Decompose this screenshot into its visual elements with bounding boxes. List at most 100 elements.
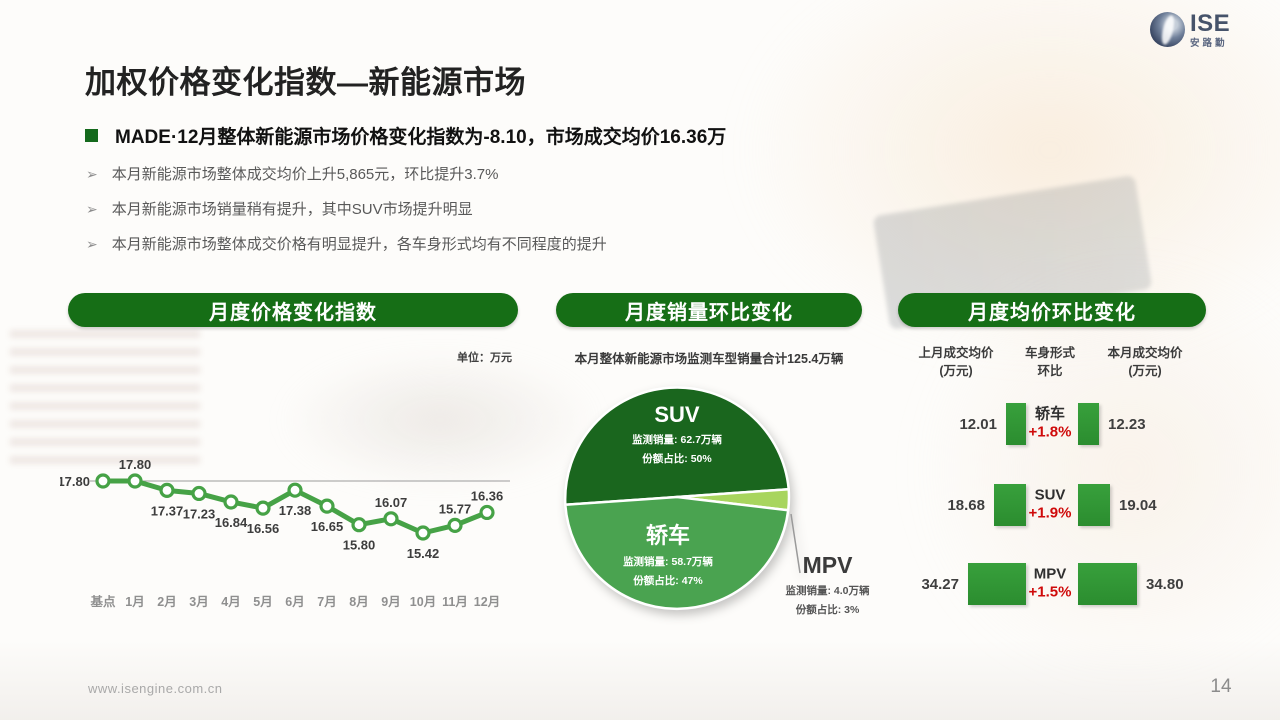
pie-label-mpv: MPV 监测销量: 4.0万辆 份额占比: 3%: [760, 552, 895, 617]
col-header-line: 上月成交均价: [918, 346, 994, 360]
svg-text:16.65: 16.65: [311, 519, 344, 534]
cur-price-bar: [1078, 563, 1137, 605]
pie-slice-sales: 监测销量: 62.7万辆: [632, 434, 722, 446]
price-index-line-chart: 17.80 17.80 17.37 17.23 16.84 16.56 17.38 16.65…: [57, 430, 530, 620]
cur-price-value: 12.23: [1108, 415, 1146, 433]
section-title-price-index: 月度价格变化指数: [68, 293, 518, 327]
unit-label: 单位：万元: [457, 352, 512, 364]
svg-text:7月: 7月: [317, 595, 336, 609]
col-header-prev-price: 上月成交均价 (万元): [898, 345, 1014, 380]
prev-price-bar: [968, 563, 1026, 605]
cur-price-value: 34.80: [1146, 575, 1184, 593]
col-header-line: 环比: [1037, 363, 1063, 378]
pie-label-suv: SUV 监测销量: 62.7万辆 份额占比: 50%: [607, 402, 747, 466]
page-number: 14: [1210, 676, 1232, 697]
bullet-text: 本月新能源市场销量稍有提升，其中SUV市场提升明显: [111, 201, 473, 218]
section-title-sales-change: 月度销量环比变化: [556, 293, 862, 327]
bullet-text: 本月新能源市场整体成交均价上升5,865元，环比提升3.7%: [111, 166, 499, 183]
svg-text:2月: 2月: [157, 595, 176, 609]
background-bottom-band: [0, 640, 1280, 720]
mom-change-label: +1.8%: [1028, 423, 1072, 441]
logo-text: ISE: [1190, 10, 1231, 37]
pie-slice-name: SUV: [654, 402, 700, 427]
svg-text:16.36: 16.36: [471, 488, 504, 503]
body-type-label: 轿车: [1034, 405, 1065, 423]
svg-text:8月: 8月: [349, 595, 368, 609]
bullet-item: ➢ 本月新能源市场整体成交均价上升5,865元，环比提升3.7%: [86, 164, 986, 185]
prev-price-value: 34.27: [921, 575, 959, 593]
avg-price-row-suv: 18.68 SUV +1.9% 19.04: [898, 484, 1208, 526]
svg-text:11月: 11月: [442, 595, 468, 609]
logo-cn-text: 安路勤: [1190, 38, 1228, 49]
svg-text:6月: 6月: [285, 595, 304, 609]
prev-price-value: 18.68: [947, 496, 985, 514]
arrow-bullet-icon: ➢: [86, 166, 98, 182]
body-type-label: MPV: [1033, 565, 1067, 583]
bullet-text: 本月新能源市场整体成交价格有明显提升，各车身形式均有不同程度的提升: [111, 236, 607, 253]
col-header-line: (万元): [1128, 363, 1162, 378]
svg-text:基点: 基点: [89, 594, 116, 609]
cur-price-bar: [1078, 403, 1099, 445]
prev-price-bar: [994, 484, 1026, 526]
pie-slice-name: MPV: [802, 552, 853, 578]
pie-chart-svg: [563, 386, 801, 611]
svg-text:5月: 5月: [253, 595, 272, 609]
svg-text:16.07: 16.07: [375, 495, 408, 510]
arrow-bullet-icon: ➢: [86, 201, 98, 217]
mom-change-label: +1.9%: [1028, 504, 1072, 522]
sales-share-pie-chart: SUV 监测销量: 62.7万辆 份额占比: 50% 轿车 监测销量: 58.7…: [555, 378, 895, 628]
mom-change-label: +1.5%: [1028, 583, 1072, 601]
pie-subtitle: 本月整体新能源市场监测车型销量合计125.4万辆: [574, 352, 844, 366]
arrow-bullet-icon: ➢: [86, 236, 98, 252]
col-header-line: (万元): [939, 363, 973, 378]
svg-text:17.23: 17.23: [183, 506, 216, 521]
col-header-line: 本月成交均价: [1107, 346, 1183, 360]
col-header-line: 车身形式: [1024, 346, 1075, 360]
svg-text:12月: 12月: [474, 595, 500, 609]
svg-text:16.56: 16.56: [247, 521, 280, 536]
svg-text:15.42: 15.42: [407, 546, 440, 561]
bullet-item: ➢ 本月新能源市场销量稍有提升，其中SUV市场提升明显: [86, 199, 986, 220]
body-type-label: SUV: [1034, 486, 1066, 504]
svg-text:15.80: 15.80: [343, 538, 376, 553]
pie-slice-sales: 监测销量: 58.7万辆: [623, 556, 713, 568]
page-title: 加权价格变化指数—新能源市场: [85, 65, 526, 100]
svg-text:15.77: 15.77: [439, 501, 472, 516]
pie-slice-share: 份额占比: 3%: [795, 604, 860, 616]
cur-price-bar: [1078, 484, 1110, 526]
avg-price-row-sedan: 12.01 轿车 +1.8% 12.23: [898, 403, 1208, 445]
pie-slice-sales: 监测销量: 4.0万辆: [785, 585, 870, 597]
svg-text:17.38: 17.38: [279, 503, 312, 518]
bullet-item: ➢ 本月新能源市场整体成交价格有明显提升，各车身形式均有不同程度的提升: [86, 234, 986, 255]
svg-text:17.37: 17.37: [151, 503, 184, 518]
col-header-body-type: 车身形式 环比: [1015, 345, 1085, 380]
svg-text:9月: 9月: [381, 595, 400, 609]
avg-price-row-mpv: 34.27 MPV +1.5% 34.80: [898, 563, 1208, 605]
svg-text:17.80: 17.80: [119, 457, 152, 472]
col-header-cur-price: 本月成交均价 (万元): [1089, 345, 1201, 380]
svg-text:16.84: 16.84: [215, 515, 248, 530]
pie-slice-share: 份额占比: 50%: [642, 453, 712, 465]
prev-price-value: 12.01: [959, 415, 997, 433]
svg-text:17.80: 17.80: [60, 474, 90, 489]
key-point: MADE·12月整体新能源市场价格变化指数为-8.10，市场成交均价16.36万: [85, 122, 726, 149]
logo: ISE 安路勤: [1150, 12, 1230, 49]
key-point-text: MADE·12月整体新能源市场价格变化指数为-8.10，市场成交均价16.36万: [115, 127, 727, 148]
pie-label-sedan: 轿车 监测销量: 58.7万辆 份额占比: 47%: [598, 518, 738, 588]
svg-text:4月: 4月: [221, 595, 240, 609]
section-title-avg-price-change: 月度均价环比变化: [898, 293, 1206, 327]
footer-url: www.isengine.com.cn: [88, 681, 223, 696]
pie-slice-share: 份额占比: 47%: [633, 575, 703, 587]
avg-price-comparison-panel: 上月成交均价 (万元) 车身形式 环比 本月成交均价 (万元) 12.01 轿车…: [898, 340, 1208, 620]
svg-text:1月: 1月: [125, 595, 144, 609]
svg-text:3月: 3月: [189, 595, 208, 609]
cur-price-value: 19.04: [1119, 496, 1157, 514]
ise-globe-icon: [1150, 12, 1185, 47]
pie-slice-name: 轿车: [645, 523, 690, 548]
square-bullet-icon: [85, 129, 98, 142]
prev-price-bar: [1006, 403, 1026, 445]
svg-text:10月: 10月: [410, 595, 436, 609]
bullet-list: ➢ 本月新能源市场整体成交均价上升5,865元，环比提升3.7% ➢ 本月新能源…: [86, 164, 986, 269]
